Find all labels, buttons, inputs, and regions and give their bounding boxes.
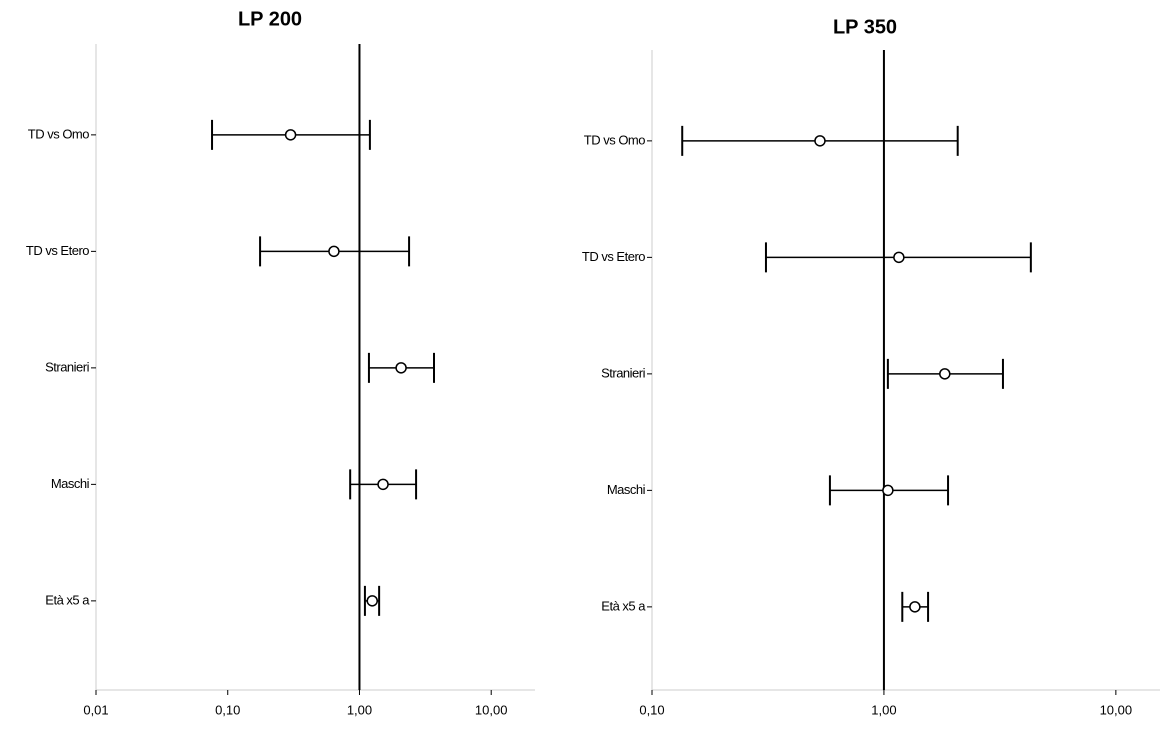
- x-tick-label: 10,00: [475, 702, 508, 717]
- y-tick-label: Età x5 a: [45, 592, 90, 607]
- point-estimate: [882, 484, 894, 497]
- point-estimate: [328, 245, 340, 258]
- x-tick-label: 0,01: [83, 702, 108, 717]
- point-estimate: [284, 129, 297, 141]
- point-estimate: [893, 251, 905, 264]
- y-tick-label: Maschi: [51, 476, 90, 491]
- chart-title: LP 200: [238, 8, 302, 30]
- y-tick-label: Stranieri: [45, 359, 90, 374]
- chart-title: LP 350: [833, 16, 897, 38]
- y-tick-label: Maschi: [607, 482, 646, 497]
- y-tick-label: TD vs Omo: [584, 132, 645, 147]
- y-tick-label: Stranieri: [601, 365, 646, 380]
- y-tick-label: TD vs Etero: [582, 249, 645, 264]
- x-tick-label: 0,10: [639, 702, 664, 717]
- y-tick-label: Età x5 a: [601, 598, 646, 613]
- y-tick-label: TD vs Omo: [28, 126, 89, 141]
- point-estimate: [939, 368, 951, 380]
- x-tick-label: 1,00: [347, 702, 372, 717]
- x-tick-label: 0,10: [215, 702, 240, 717]
- point-estimate: [814, 135, 826, 147]
- x-tick-label: 10,00: [1100, 702, 1133, 717]
- point-estimate: [366, 595, 378, 607]
- point-estimate: [395, 362, 407, 374]
- x-tick-label: 1,00: [871, 702, 896, 717]
- point-estimate: [909, 601, 921, 613]
- y-tick-label: TD vs Etero: [26, 243, 89, 258]
- point-estimate: [377, 478, 389, 491]
